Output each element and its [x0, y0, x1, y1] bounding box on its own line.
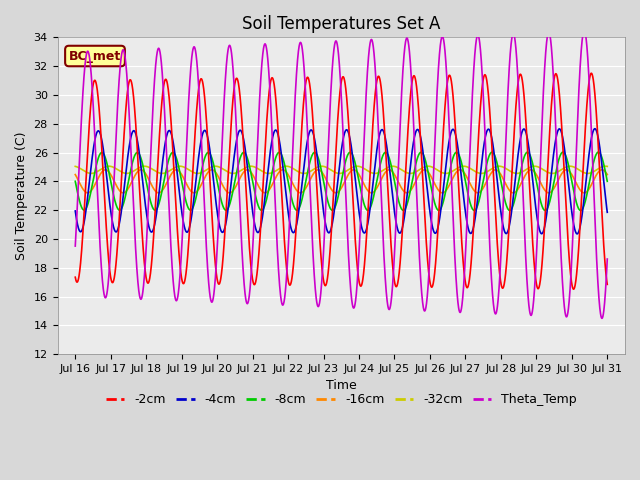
Text: BC_met: BC_met: [69, 49, 121, 62]
Legend: -2cm, -4cm, -8cm, -16cm, -32cm, Theta_Temp: -2cm, -4cm, -8cm, -16cm, -32cm, Theta_Te…: [100, 388, 582, 411]
X-axis label: Time: Time: [326, 379, 356, 393]
Y-axis label: Soil Temperature (C): Soil Temperature (C): [15, 132, 28, 260]
Title: Soil Temperatures Set A: Soil Temperatures Set A: [242, 15, 440, 33]
